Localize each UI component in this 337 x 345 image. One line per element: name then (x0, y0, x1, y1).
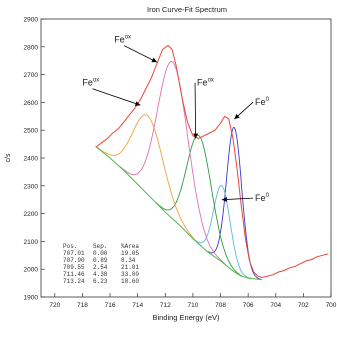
y-tick-label: 2500 (24, 128, 39, 135)
table-cell: 713.24 (63, 278, 85, 285)
annotation-arrowhead (221, 196, 227, 202)
y-tick-label: 2400 (24, 156, 39, 163)
fit-component-peak_4 (119, 61, 227, 266)
fit-component-peak_5 (95, 114, 202, 247)
annotation-arrowhead (234, 113, 240, 120)
table-cell: 709.55 (63, 264, 85, 271)
y-axis-label: c/s (5, 153, 12, 162)
annotation-label: Fe0 (255, 193, 270, 203)
table-cell: 711.46 (63, 271, 85, 278)
annotation-label: Feox (82, 78, 99, 88)
y-tick-label: 2200 (24, 211, 39, 218)
y-axis: 1900 2000 2100 2200 2300 2400 2500 2600 2700 2800… (24, 17, 45, 302)
x-tick-label: 714 (132, 302, 143, 309)
annotation-arrowhead (193, 133, 199, 139)
table-cell: 2.54 (93, 264, 108, 271)
annotations: Feox Feox Feox Fe0 Fe0 (82, 35, 269, 203)
x-tick-label: 718 (77, 302, 88, 309)
x-tick-label: 710 (187, 302, 198, 309)
annotation-arrow (124, 45, 158, 63)
y-tick-label: 2600 (24, 100, 39, 107)
x-tick-label: 712 (160, 302, 171, 309)
table-header: Pos. (63, 243, 77, 250)
table-header: Sep. (93, 243, 107, 250)
annotation-label: Feox (114, 35, 131, 45)
annotation-arrowhead (151, 57, 157, 63)
x-axis: 720 718 716 714 712 710 708 706 704 702 700 (49, 293, 337, 309)
table-cell: 0.00 (93, 250, 108, 257)
fit-component-peak_1 (207, 126, 261, 280)
table-cell: 4.38 (93, 271, 108, 278)
y-tick-label: 2900 (24, 17, 39, 24)
annotation-arrow (92, 88, 141, 106)
annotation-arrow (221, 197, 254, 201)
table-cell: 18.60 (121, 278, 139, 285)
background-line (95, 146, 263, 281)
annotation-superscript: 0 (266, 97, 270, 103)
annotation-label: Feox (197, 78, 214, 88)
x-tick-label: 700 (326, 302, 337, 309)
x-tick-label: 704 (270, 302, 281, 309)
table-cell: 0.89 (93, 257, 108, 264)
table-cell: 8.34 (121, 257, 136, 264)
chart-title: Iron Curve-Fit Spectrum (147, 5, 227, 14)
annotation-arrowhead (134, 101, 141, 106)
peak-table: Pos. Sep. %Area 707.01 0.00 19.05 707.90 0.89 8.… (63, 243, 139, 285)
annotation-label: Fe0 (255, 97, 270, 107)
table-cell: 21.01 (121, 264, 139, 271)
x-tick-label: 706 (243, 302, 254, 309)
x-axis-label: Binding Energy (eV) (152, 313, 220, 322)
table-cell: 19.05 (121, 250, 139, 257)
annotation-superscript: ox (125, 35, 131, 41)
fit-component-peak_3 (155, 134, 243, 277)
table-cell: 707.01 (63, 250, 85, 257)
y-tick-label: 2300 (24, 183, 39, 190)
y-tick-label: 2700 (24, 72, 39, 79)
y-tick-label: 2000 (24, 267, 39, 274)
table-header: %Area (121, 243, 139, 250)
y-tick-label: 1900 (24, 295, 39, 302)
x-tick-label: 708 (215, 302, 226, 309)
annotation-arrow (194, 82, 197, 139)
x-tick-label: 720 (49, 302, 60, 309)
y-tick-label: 2800 (24, 44, 39, 51)
annotation-superscript: ox (93, 78, 99, 84)
y-tick-label: 2100 (24, 239, 39, 246)
table-cell: 6.23 (93, 278, 108, 285)
annotation-superscript: 0 (266, 193, 270, 199)
x-tick-label: 716 (105, 302, 116, 309)
table-cell: 33.00 (121, 271, 139, 278)
table-cell: 707.90 (63, 257, 85, 264)
fit-component-peak_2 (192, 185, 252, 279)
x-tick-label: 702 (298, 302, 309, 309)
annotation-superscript: ox (208, 78, 214, 84)
